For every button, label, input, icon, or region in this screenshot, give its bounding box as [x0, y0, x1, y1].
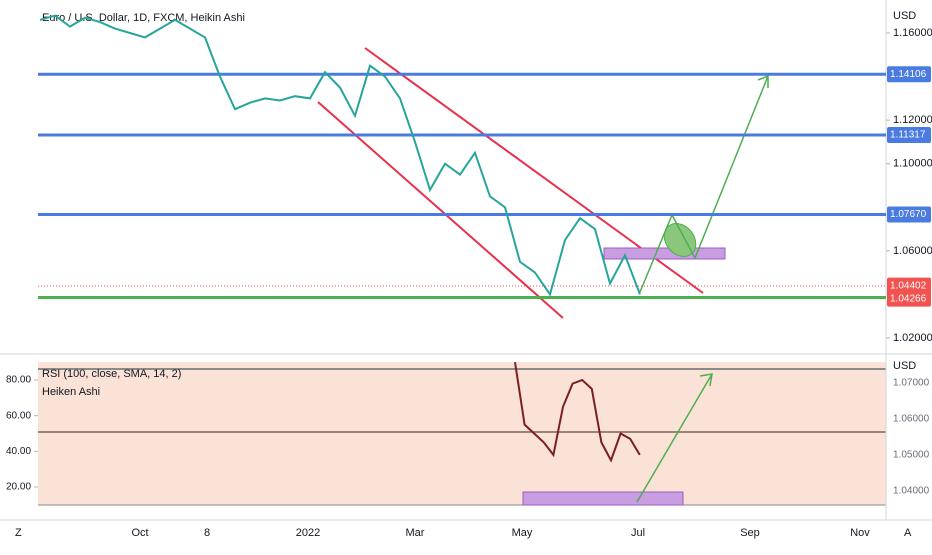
rsi-arrow-head: [699, 373, 713, 387]
price-line: [39, 14, 641, 297]
time-label: May: [512, 527, 533, 539]
rsi-band: [38, 362, 886, 505]
price-tick-label: 1.02000: [893, 332, 932, 344]
time-label: Oct: [131, 527, 148, 539]
corner-right: A: [904, 527, 912, 539]
target-ellipse: [663, 223, 697, 257]
level-label: 1.11317: [890, 130, 926, 141]
price-label: 1.04402: [890, 280, 927, 291]
level-label: 1.07670: [890, 209, 927, 220]
price-label-bg: [887, 290, 931, 307]
zone: [603, 247, 726, 260]
rsi-right-label: 1.06000: [893, 414, 930, 425]
time-label: Nov: [850, 527, 870, 539]
level-label-bg: [887, 127, 931, 144]
price-tick-label: 1.16000: [893, 27, 932, 39]
level-label: 1.14106: [890, 69, 927, 80]
arrow-head: [757, 74, 769, 88]
rsi-tick-label: 80.00: [6, 375, 31, 386]
rsi-right-label: 1.07000: [893, 378, 930, 389]
rsi-tick-label: 20.00: [6, 482, 31, 493]
currency: USD: [893, 10, 916, 22]
corner-left: Z: [15, 527, 22, 539]
level-label-bg: [887, 66, 931, 83]
rsi-currency: USD: [893, 360, 916, 372]
price-tick-label: 1.10000: [893, 158, 932, 170]
rsi-right-label: 1.04000: [893, 486, 930, 497]
price-label-bg: [887, 277, 931, 294]
time-label: Sep: [740, 527, 760, 539]
time-label: 8: [204, 527, 210, 539]
rsi-zone: [522, 491, 684, 506]
channel-bottom: [317, 101, 564, 319]
rsi-right-label: 1.05000: [893, 450, 930, 461]
rsi-tick-label: 40.00: [6, 446, 31, 457]
rsi-subtitle: Heiken Ashi: [42, 386, 100, 398]
rsi-title: RSI (100, close, SMA, 14, 2): [42, 368, 181, 380]
time-label: Mar: [406, 527, 425, 539]
level-label-bg: [887, 206, 931, 223]
rsi-arrow: [636, 373, 713, 503]
rsi-tick-label: 60.00: [6, 410, 31, 421]
time-label: 2022: [296, 527, 320, 539]
price-tick-label: 1.06000: [893, 245, 932, 257]
time-label: Jul: [631, 527, 645, 539]
price-label: 1.04266: [890, 293, 927, 304]
rsi-line: [514, 362, 641, 463]
price-tick-label: 1.12000: [893, 114, 932, 126]
chart-title: Euro / U.S. Dollar, 1D, FXCM, Heikin Ash…: [42, 12, 245, 24]
projection-arrow: [639, 75, 769, 293]
